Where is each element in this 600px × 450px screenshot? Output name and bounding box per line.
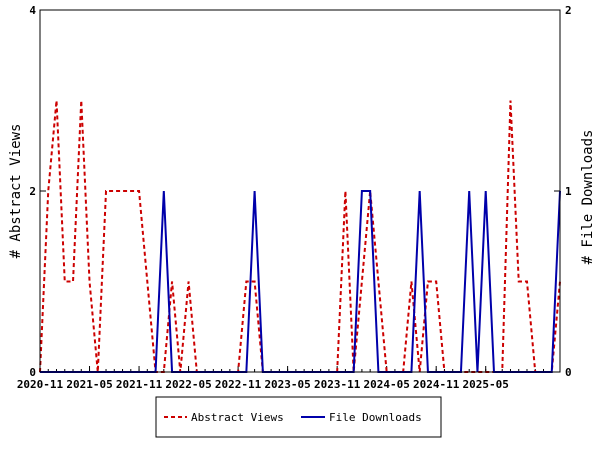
y-left-tick-label: 0 — [29, 366, 36, 379]
x-tick-label: 2025-05 — [463, 378, 509, 391]
x-tick-label: 2023-11 — [314, 378, 361, 391]
x-tick-label: 2024-11 — [413, 378, 460, 391]
y-right-tick-label: 1 — [565, 185, 572, 198]
y-axis-left-label: # Abstract Views — [8, 124, 24, 259]
y-left-tick-label: 2 — [29, 185, 36, 198]
x-tick-label: 2021-05 — [66, 378, 112, 391]
plot-frame — [39, 9, 561, 373]
x-tick-label: 2024-05 — [363, 378, 409, 391]
legend: Abstract Views File Downloads — [155, 396, 442, 438]
y-right-tick-label: 0 — [565, 366, 572, 379]
x-tick-label: 2020-11 — [17, 378, 64, 391]
y-axis-right-label: # File Downloads — [580, 130, 596, 265]
x-tick-label: 2021-11 — [116, 378, 163, 391]
x-tick-label: 2022-05 — [165, 378, 211, 391]
legend-box — [155, 396, 442, 438]
legend-label-file-downloads: File Downloads — [329, 411, 422, 424]
y-left-tick-label: 4 — [29, 4, 36, 17]
legend-label-abstract-views: Abstract Views — [191, 411, 284, 424]
y-right-tick-label: 2 — [565, 4, 572, 17]
x-tick-label: 2022-11 — [215, 378, 262, 391]
x-tick-label: 2023-05 — [264, 378, 310, 391]
